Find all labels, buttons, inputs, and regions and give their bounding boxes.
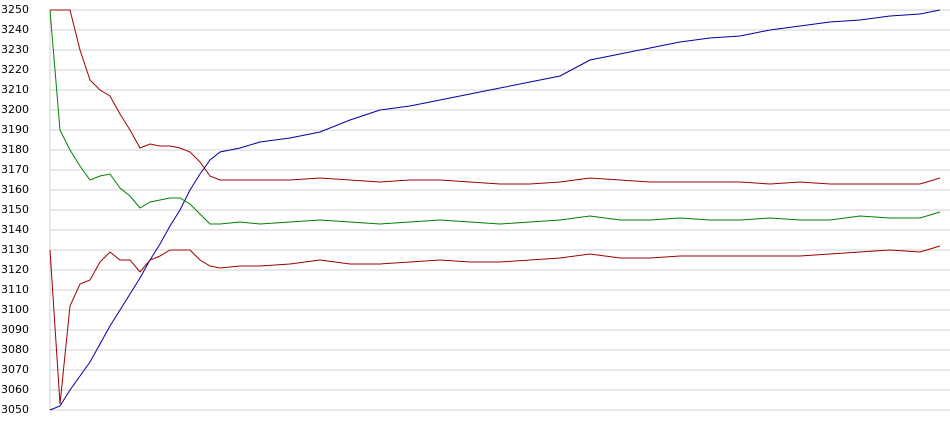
y-tick-label: 3160 (1, 183, 29, 196)
y-tick-label: 3090 (1, 323, 29, 336)
y-tick-label: 3140 (1, 223, 29, 236)
y-tick-label: 3250 (1, 3, 29, 16)
y-tick-label: 3060 (1, 383, 29, 396)
y-tick-label: 3210 (1, 83, 29, 96)
y-tick-label: 3100 (1, 303, 29, 316)
y-tick-label: 3070 (1, 363, 29, 376)
y-tick-label: 3080 (1, 343, 29, 356)
y-tick-label: 3150 (1, 203, 29, 216)
y-tick-label: 3170 (1, 163, 29, 176)
series-line (49, 9, 941, 225)
y-tick-label: 3110 (1, 283, 29, 296)
series-line (50, 9, 941, 185)
y-tick-label: 3130 (1, 243, 29, 256)
series-line (49, 9, 941, 411)
y-tick-label: 3120 (1, 263, 29, 276)
y-tick-label: 3230 (1, 43, 29, 56)
y-tick-label: 3050 (1, 403, 29, 416)
y-tick-label: 3220 (1, 63, 29, 76)
y-tick-label: 3200 (1, 103, 29, 116)
series-line (49, 245, 941, 405)
y-tick-label: 3240 (1, 23, 29, 36)
y-tick-label: 3180 (1, 143, 29, 156)
y-tick-label: 3190 (1, 123, 29, 136)
